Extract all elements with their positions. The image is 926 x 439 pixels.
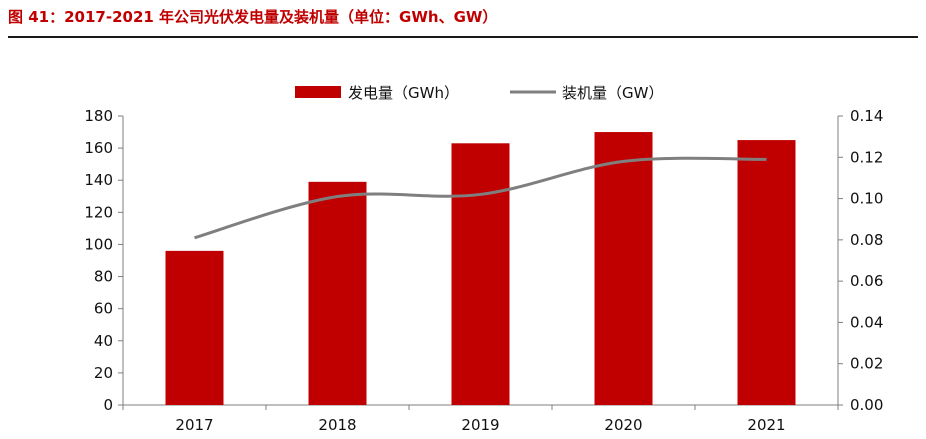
left-axis-tick-label: 0 bbox=[103, 396, 113, 414]
right-axis-tick-label: 0.08 bbox=[850, 231, 883, 249]
bar-2019 bbox=[451, 143, 510, 406]
x-axis-tick-label: 2019 bbox=[461, 416, 499, 434]
x-axis-tick-label: 2020 bbox=[604, 416, 642, 434]
left-axis-tick-label: 160 bbox=[84, 139, 113, 157]
left-axis-tick-label: 140 bbox=[84, 171, 113, 189]
axes: 0 20 40 60 80 100 120 140 160 180 0.00 0.02 0.04 0.06… bbox=[84, 107, 883, 434]
right-axis-tick-label: 0.02 bbox=[850, 355, 883, 373]
legend-bar-label: 发电量（GWh） bbox=[348, 84, 459, 102]
bar-2017 bbox=[165, 250, 224, 405]
left-axis-tick-label: 120 bbox=[84, 203, 113, 221]
right-axis-tick-label: 0.14 bbox=[850, 107, 883, 125]
bar-series bbox=[165, 132, 796, 406]
right-axis-tick-label: 0.06 bbox=[850, 272, 883, 290]
left-axis-tick-label: 100 bbox=[84, 235, 113, 253]
legend-bar-swatch bbox=[295, 86, 341, 98]
left-axis-tick-label: 60 bbox=[94, 300, 113, 318]
right-axis-tick-label: 0.00 bbox=[850, 396, 883, 414]
right-axis-tick-label: 0.04 bbox=[850, 313, 883, 331]
x-axis-tick-label: 2018 bbox=[318, 416, 356, 434]
legend-line-label: 装机量（GW） bbox=[562, 84, 663, 102]
left-axis-tick-label: 20 bbox=[94, 364, 113, 382]
left-axis-tick-label: 80 bbox=[94, 268, 113, 286]
bar-2021 bbox=[737, 140, 796, 406]
right-axis-tick-label: 0.10 bbox=[850, 190, 883, 208]
right-axis-tick-label: 0.12 bbox=[850, 148, 883, 166]
left-axis-tick-label: 180 bbox=[84, 107, 113, 125]
line-series bbox=[194, 156, 767, 240]
title-divider bbox=[8, 36, 918, 38]
legend: 发电量（GWh） 装机量（GW） bbox=[295, 84, 663, 102]
bar-2018 bbox=[308, 181, 367, 405]
left-axis-tick-label: 40 bbox=[94, 332, 113, 350]
x-axis-tick-label: 2021 bbox=[747, 416, 785, 434]
bar-2020 bbox=[594, 132, 653, 406]
x-axis-tick-label: 2017 bbox=[175, 416, 213, 434]
figure-title: 图 41：2017-2021 年公司光伏发电量及装机量（单位：GWh、GW） bbox=[8, 8, 498, 26]
